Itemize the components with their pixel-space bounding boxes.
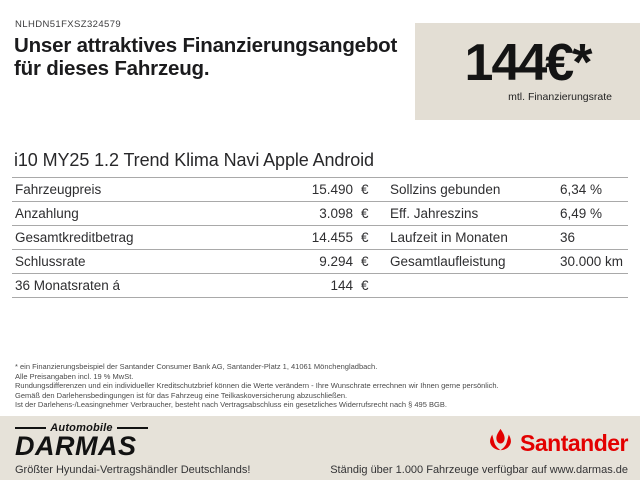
row-label: Gesamtkreditbetrag <box>15 230 134 245</box>
row-label: Anzahlung <box>15 206 79 221</box>
table-row: 36 Monatsraten á 144 € <box>12 274 628 298</box>
santander-wordmark: Santander <box>520 429 628 456</box>
row-label: 36 Monatsraten á <box>15 278 121 293</box>
footnote-line: Rundungsdifferenzen und ein individuelle… <box>15 381 499 391</box>
santander-flame-icon <box>487 428 514 457</box>
footnote-line: Ist der Darlehens-/Leasingnehmer Verbrau… <box>15 400 447 410</box>
darmas-logo-wordmark: DARMAS <box>15 431 137 461</box>
footnote-line: Gemäß den Darlehensbedingungen ist für d… <box>15 390 348 400</box>
row-value: 3.098 <box>319 206 353 221</box>
row-value: 36 <box>560 230 576 245</box>
darmas-logo: Automobile DARMAS <box>15 422 148 461</box>
dealer-tagline: Größter Hyundai-Vertragshändler Deutschl… <box>15 464 251 476</box>
darmas-logo-top: Automobile <box>15 422 148 434</box>
row-label: Fahrzeugpreis <box>15 182 102 197</box>
rule-line <box>15 427 47 429</box>
row-unit: € <box>361 206 369 221</box>
table-row: Fahrzeugpreis 15.490 € Sollzins gebunden… <box>12 178 628 202</box>
vehicle-vin: NLHDN51FXSZ324579 <box>15 19 122 30</box>
row-label: Laufzeit in Monaten <box>390 230 508 245</box>
row-value: 144 <box>330 278 353 293</box>
row-value: 6,49 % <box>560 206 603 221</box>
darmas-logo-subtitle: Automobile <box>50 422 113 434</box>
table-row: Gesamtkreditbetrag 14.455 € Laufzeit in … <box>12 226 628 250</box>
vehicle-model-title: i10 MY25 1.2 Trend Klima Navi Apple Andr… <box>14 150 374 170</box>
offer-heading-line2: für dieses Fahrzeug. <box>14 56 210 80</box>
row-value: 6,34 % <box>560 182 603 197</box>
row-label: Schlussrate <box>15 254 86 269</box>
monthly-rate-badge: 144€* mtl. Finanzierungsrate <box>415 23 640 120</box>
row-label: Sollzins gebunden <box>390 182 501 197</box>
finance-details-table: Fahrzeugpreis 15.490 € Sollzins gebunden… <box>12 177 628 298</box>
rule-line <box>116 427 148 429</box>
table-row: Anzahlung 3.098 € Eff. Jahreszins 6,49 % <box>12 202 628 226</box>
legal-footnotes: * ein Finanzierungsbeispiel der Santande… <box>15 362 627 410</box>
monthly-rate-value: 144€* <box>464 34 593 92</box>
row-label: Gesamtlaufleistung <box>390 254 506 269</box>
footer-band: Automobile DARMAS Größter Hyundai-Vertra… <box>0 416 640 480</box>
row-unit: € <box>361 278 369 293</box>
row-label <box>390 274 560 297</box>
offer-heading: Unser attraktives Finanzierungsangebot f… <box>14 34 398 80</box>
row-label: Eff. Jahreszins <box>390 206 479 221</box>
row-unit: € <box>361 230 369 245</box>
row-value: 9.294 <box>319 254 353 269</box>
row-unit: € <box>361 182 369 197</box>
row-value <box>560 274 628 297</box>
row-unit: € <box>361 254 369 269</box>
footnote-line: Alle Preisangaben incl. 19 % MwSt. <box>15 371 134 381</box>
footnote-line: * ein Finanzierungsbeispiel der Santande… <box>15 362 378 371</box>
monthly-rate-caption: mtl. Finanzierungsrate <box>508 91 612 103</box>
santander-logo: Santander <box>487 428 628 457</box>
table-row: Schlussrate 9.294 € Gesamtlaufleistung 3… <box>12 250 628 274</box>
row-value: 14.455 <box>311 230 353 245</box>
row-value: 30.000 km <box>560 254 624 269</box>
offer-heading-line1: Unser attraktives Finanzierungsangebot <box>14 34 398 57</box>
row-value: 15.490 <box>311 182 353 197</box>
bank-tagline: Ständig über 1.000 Fahrzeuge verfügbar a… <box>330 464 628 476</box>
